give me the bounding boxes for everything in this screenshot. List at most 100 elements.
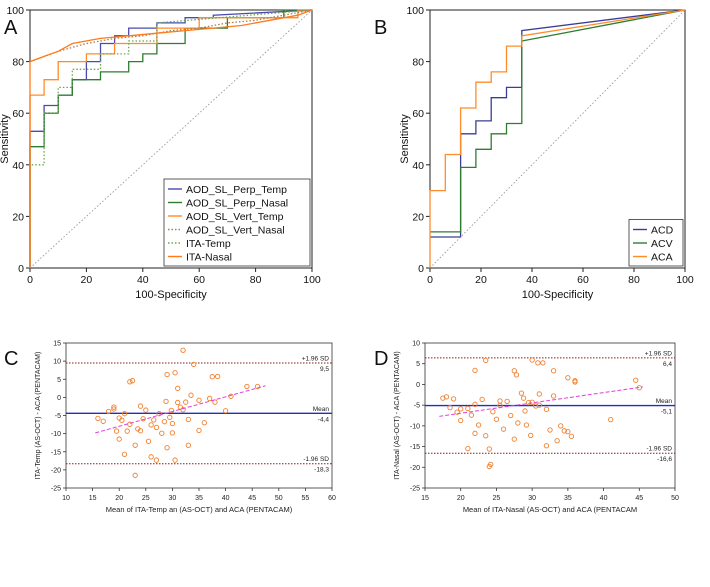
data-point [447, 404, 453, 411]
data-point [504, 398, 510, 405]
lower-loa-label: -1.96 SD [303, 456, 329, 463]
data-point [169, 420, 176, 427]
y-tick-label: -10 [51, 431, 61, 438]
data-point [465, 405, 471, 412]
data-point [153, 457, 160, 463]
data-point [508, 412, 514, 419]
data-point [511, 368, 517, 374]
legend-label: ACA [651, 252, 673, 264]
data-point [244, 383, 250, 390]
data-point [191, 361, 197, 368]
series-line-acd [430, 9, 686, 238]
data-point [172, 370, 178, 376]
data-point [547, 427, 553, 433]
x-tick-label: 40 [600, 495, 608, 502]
y-tick-label: 5 [416, 361, 420, 368]
y-axis-label: ITA-Nasal (AS-OCT) - ACA (PENTACAM) [394, 351, 401, 479]
x-tick-label: 45 [635, 495, 643, 502]
x-axis-label: Mean of ITA-Nasal (AS-OCT) and ACA (PENT… [463, 505, 637, 514]
data-point [95, 415, 101, 422]
data-point [518, 390, 525, 396]
data-point [254, 383, 261, 390]
data-point [568, 433, 575, 439]
reference-diagonal [429, 9, 686, 269]
x-tick-label: 80 [628, 274, 640, 286]
data-point [565, 375, 571, 381]
y-tick-label: -15 [410, 444, 420, 451]
x-tick-label: 55 [302, 495, 310, 502]
x-tick-label: 30 [169, 495, 177, 502]
upper-loa-value: 9,5 [320, 366, 329, 373]
data-point [222, 408, 229, 414]
data-point [119, 417, 125, 423]
x-tick-label: 100 [303, 274, 321, 286]
data-point [206, 395, 213, 402]
data-point [175, 399, 181, 406]
x-tick-label: 50 [275, 495, 283, 502]
data-point [500, 426, 507, 432]
data-point [214, 373, 221, 379]
x-tick-label: 60 [328, 495, 336, 502]
data-point [148, 454, 154, 460]
upper-loa-label: +1.96 SD [645, 350, 673, 357]
data-point [472, 430, 478, 436]
data-point [522, 408, 528, 414]
legend-label: ITA-Temp [186, 238, 231, 250]
regression-line [95, 385, 266, 434]
y-tick-label: 0 [418, 263, 424, 275]
reference-diagonal [29, 9, 313, 269]
data-point [172, 457, 178, 463]
x-tick-label: 20 [475, 274, 487, 286]
data-point [454, 409, 460, 415]
data-point [533, 403, 539, 409]
x-tick-label: 15 [89, 495, 97, 502]
data-point [458, 417, 464, 424]
data-point [164, 445, 170, 451]
data-point [201, 420, 207, 426]
plot-frame [424, 342, 676, 489]
data-point [490, 409, 496, 415]
data-point [111, 406, 117, 412]
data-point [458, 406, 464, 412]
legend-label: AOD_SL_Vert_Temp [186, 211, 284, 223]
y-tick-label: 20 [412, 211, 424, 223]
data-point [475, 422, 482, 428]
x-axis-label: 100-Specificity [135, 289, 207, 301]
data-point [137, 403, 144, 409]
data-point [550, 368, 557, 374]
y-tick-label: 5 [57, 377, 61, 384]
legend-label: AOD_SL_Perp_Nasal [186, 198, 288, 210]
data-point [483, 357, 489, 364]
legend-label: ACD [651, 225, 674, 237]
data-point [520, 395, 527, 401]
data-point [540, 360, 546, 366]
bland-altman-chart-C: 10 15 20 25 30 35 40 45 50 55 60 -25 -20 -15 -10 -5 0 5 10… [35, 341, 336, 515]
data-point [164, 371, 170, 378]
data-point [180, 407, 186, 413]
panel-label-A: A [4, 17, 18, 39]
data-point [440, 395, 446, 401]
data-point [145, 438, 152, 444]
data-point [572, 378, 578, 384]
data-point [550, 393, 557, 399]
series-line-aod-sl-perp-nasal [29, 9, 312, 268]
data-point [159, 430, 165, 436]
data-point [561, 428, 567, 434]
y-tick-label: -25 [410, 486, 420, 493]
panel-label-C: C [4, 348, 18, 370]
y-tick-label: 10 [53, 359, 61, 366]
series-line-ita-temp [29, 9, 313, 268]
bland-altman-chart-D: 15 20 25 30 35 40 45 50 -25 -20 -15 -10 -5 0 5 10 Mean o… [394, 341, 679, 515]
data-point [132, 472, 138, 478]
data-point [156, 411, 162, 417]
data-point [183, 399, 189, 405]
data-point [124, 428, 130, 434]
data-point [113, 428, 120, 434]
data-point [511, 436, 517, 442]
data-point [483, 433, 489, 439]
data-point [127, 379, 133, 385]
y-axis-label: Sensitivity [399, 114, 411, 164]
x-tick-label: 20 [457, 495, 465, 502]
data-point [479, 396, 485, 402]
series-line-aca [429, 9, 686, 268]
